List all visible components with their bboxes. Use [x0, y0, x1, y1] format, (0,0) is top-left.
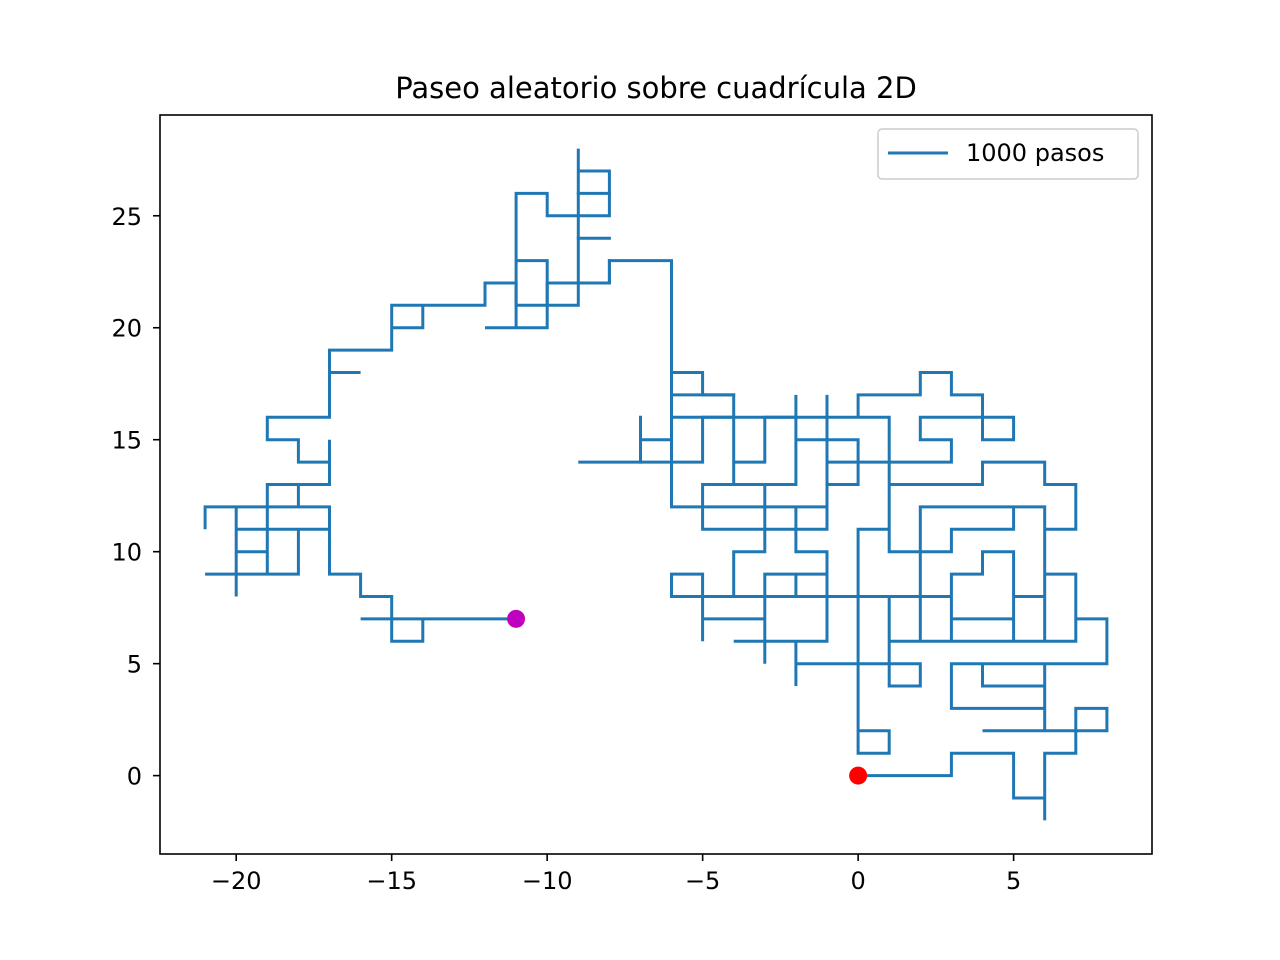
chart-title: Paseo aleatorio sobre cuadrícula 2D [395, 71, 917, 105]
x-tick-label: 0 [850, 867, 865, 895]
axes-frame [159, 114, 1153, 855]
x-tick-label: −15 [366, 867, 417, 895]
x-tick-label: −10 [522, 867, 573, 895]
x-tick-label: −5 [685, 867, 720, 895]
legend: 1000 pasos [877, 128, 1139, 180]
y-tick-label: 15 [111, 427, 142, 455]
end-point-marker [507, 609, 526, 628]
y-tick-label: 5 [127, 651, 142, 679]
y-tick-label: 0 [127, 763, 142, 791]
walk-path [203, 259, 1109, 821]
x-tick-label: −20 [211, 867, 262, 895]
start-point-marker [849, 766, 868, 785]
walk-path-segment-0 [514, 148, 611, 307]
axes: −20 −15 −10 −5 0 5 0 5 10 15 20 25 [111, 114, 1153, 895]
y-tick-label: 25 [111, 203, 142, 231]
plot-area [203, 148, 1109, 821]
legend-label: 1000 pasos [966, 139, 1104, 167]
walk-path-segment-6 [578, 415, 642, 464]
x-tick-label: 5 [1006, 867, 1021, 895]
y-tick-label: 20 [111, 315, 142, 343]
y-tick-label: 10 [111, 539, 142, 567]
legend-box [877, 128, 1139, 180]
